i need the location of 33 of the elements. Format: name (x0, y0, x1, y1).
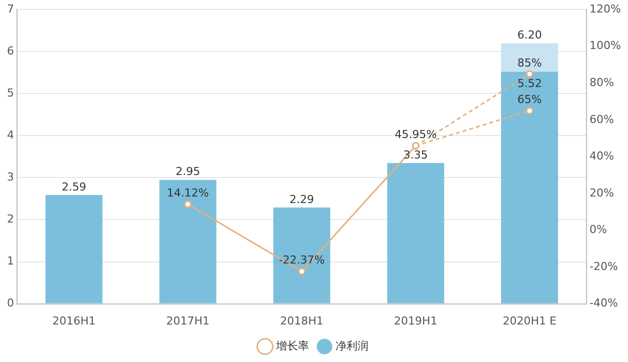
y-tick-label: 0 (7, 296, 14, 310)
y2-tick-label: -20% (590, 260, 618, 273)
y2-tick-label: 120% (590, 2, 622, 16)
y-tick-label: 6 (7, 44, 14, 58)
data-label: 65% (517, 93, 542, 106)
y2-tick-label: -40% (590, 296, 618, 310)
x-tick-label: 2017H1 (166, 314, 210, 328)
y2-tick-label: 100% (590, 39, 622, 52)
data-label: 6.20 (517, 28, 542, 42)
y-tick-label: 7 (7, 2, 14, 16)
data-label: 85% (517, 56, 542, 70)
x-tick-label: 2018H1 (280, 314, 324, 328)
legend-label: 净利润 (336, 339, 368, 352)
y2-tick-label: 20% (590, 186, 614, 200)
y2-tick-label: 0% (590, 223, 608, 236)
y2-tick-label: 60% (590, 112, 614, 126)
y-tick-label: 3 (7, 170, 14, 184)
data-label: 14.12% (166, 186, 209, 200)
legend-label: 增长率 (275, 339, 309, 352)
y2-tick-label: 40% (590, 150, 614, 163)
y-tick-label: 4 (7, 128, 14, 142)
data-label: 5.52 (517, 77, 542, 90)
x-tick-label: 2020H1 E (502, 314, 556, 328)
data-label: 2.29 (290, 192, 314, 206)
x-tick-label: 2016H1 (52, 314, 96, 328)
y-tick-label: 5 (7, 86, 14, 100)
y2-tick-label: 80% (590, 76, 614, 90)
y-tick-label: 2 (7, 212, 14, 226)
x-tick-label: 2019H1 (394, 314, 438, 328)
data-label: 2.59 (62, 180, 86, 194)
y-tick-label: 1 (7, 254, 14, 268)
data-label: 2.95 (176, 165, 200, 178)
data-label: 45.95% (394, 128, 437, 142)
